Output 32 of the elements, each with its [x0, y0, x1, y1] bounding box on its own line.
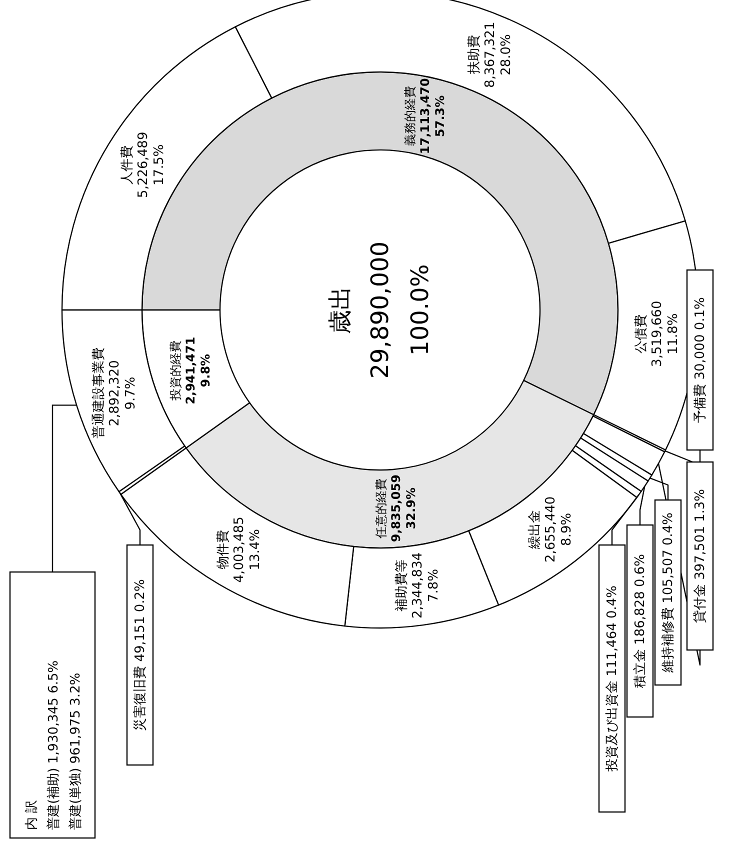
slice-label: 災害復旧費 49,151 0.2% [132, 579, 148, 731]
data-label: 5,226,489 17.5% [135, 132, 166, 198]
text: 100.0% [406, 264, 434, 356]
slice-label: 繰出金 [527, 510, 542, 550]
data-label: 2,941,471 9.8% [183, 336, 212, 404]
slice-label: 維持補修費 105,507 0.4% [660, 512, 676, 674]
slice-label: 補助費等 [394, 559, 410, 612]
text: 普建(補助) 1,930,345 6.5% [46, 660, 62, 830]
text: 内 訳 [24, 800, 40, 830]
text: 普建(単独) 961,975 3.2% [68, 672, 84, 830]
data-label: 8,367,321 28.0% [482, 22, 514, 88]
data-label: 2,892,320 9.7% [107, 360, 138, 426]
data-label: 4,003,485 13.4% [232, 516, 263, 583]
slice-label: 扶助費 [466, 35, 482, 76]
slice-label: 人件費 [119, 145, 134, 184]
data-label: 2,655,440 8.9% [543, 496, 574, 563]
slice-label: 任意的経費 [374, 478, 388, 540]
text: 歳出 [326, 286, 354, 334]
slice-label: 公債費 [633, 314, 648, 354]
data-label: 3,519,660 11.8% [649, 300, 680, 367]
slice-label: 積立金 186,828 0.6% [632, 554, 648, 688]
slice-label: 投資的経費 [168, 340, 182, 402]
slice-label: 義務的経費 [402, 86, 417, 146]
data-label: 17,113,470 57.3% [418, 78, 447, 154]
slice-label: 普通建設事業費 [90, 348, 106, 439]
text: 29,890,000 [366, 241, 394, 379]
data-label: 9,835,059 32.9% [389, 474, 418, 542]
slice-label: 物件費 [216, 530, 231, 570]
slice-label: 貸付金 397,501 1.3% [692, 488, 708, 624]
slice-label: 予備費 30,000 0.1% [692, 297, 708, 423]
slice-label: 投資及び出資金 111,464 0.4% [604, 585, 620, 773]
data-label: 2,344,834 7.8% [410, 552, 442, 619]
